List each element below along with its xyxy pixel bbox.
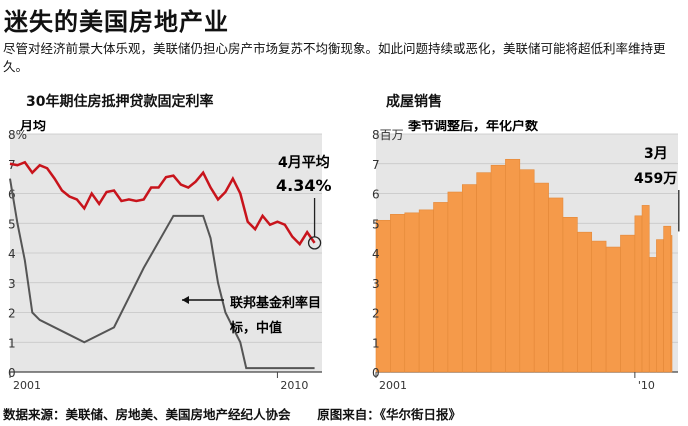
fed-arrow-head [182, 296, 189, 304]
home-sales-bar [404, 212, 420, 373]
right-chart-title: 成屋销售 [386, 94, 442, 110]
home-sales-bar [591, 240, 607, 373]
right-y-ticks: 8百万76543210 [372, 128, 404, 380]
home-sales-bar [447, 191, 463, 373]
left-y-tick-label: 3 [8, 277, 16, 291]
left-y-tick-label: 4 [8, 247, 16, 261]
left-x-tick-label: 2010 [280, 379, 308, 392]
home-sales-bar [490, 164, 506, 373]
mortgage-callout-value: 4.34% [276, 176, 332, 195]
fed-label-line2: 标，中值 [229, 320, 282, 336]
home-sales-bar [418, 209, 434, 373]
home-sales-chart: 8百万76543210 季节调整后，年化户数 3月 459万 2001'10 [372, 120, 680, 392]
home-sales-bar [656, 239, 664, 373]
home-sales-bar [634, 215, 643, 373]
sales-callout-value: 459万 [634, 171, 677, 187]
left-x-ticks: 2001 2010 [9, 372, 308, 392]
footer: 数据来源：美联储、房地美、美国房地产经纪人协会 原图来自：《华尔街日报》 [3, 404, 461, 423]
left-gridlines [10, 133, 322, 373]
home-sales-bar [577, 231, 593, 373]
right-y-tick-label: 4 [372, 247, 380, 261]
home-sales-bars [375, 158, 673, 373]
fed-funds-line [9, 178, 315, 370]
home-sales-bar [533, 182, 549, 373]
home-sales-bar [670, 235, 673, 373]
left-x-tick-label: 2001 [13, 379, 41, 392]
home-sales-bar [548, 197, 564, 373]
home-sales-bar [433, 202, 449, 373]
home-sales-bar [519, 169, 535, 373]
left-y-tick-label: 1 [8, 336, 16, 350]
right-y-tick-label: 7 [372, 158, 380, 172]
left-unit-label: 月均 [19, 120, 46, 134]
data-source: 数据来源：美联储、房地美、美国房地产经纪人协会 [3, 407, 291, 422]
right-x-tick-label: '10 [638, 379, 655, 392]
home-sales-bar [648, 257, 657, 373]
fed-label-line1: 联邦基金利率目 [230, 295, 321, 311]
right-subtitle: 季节调整后，年化户数 [407, 120, 539, 134]
left-y-tick-label: 8% [8, 128, 27, 142]
mortgage-rate-line [9, 160, 316, 247]
page-title: 迷失的美国房地产业 [4, 8, 229, 36]
right-y-tick-label: 1 [372, 336, 380, 350]
home-sales-bar [605, 246, 621, 373]
left-y-tick-label: 0 [8, 366, 16, 380]
home-sales-bar [663, 225, 672, 373]
image-source: 原图来自：《华尔街日报》 [317, 407, 461, 422]
right-y-tick-label: 3 [372, 277, 380, 291]
right-x-ticks: 2001 '10 [375, 372, 655, 392]
home-sales-bar [390, 214, 406, 373]
mortgage-callout-label: 4月平均 [278, 154, 330, 171]
mortgage-end-marker [307, 236, 322, 250]
home-sales-bar [620, 234, 636, 373]
left-y-tick-label: 5 [8, 217, 16, 231]
home-sales-bar [641, 205, 650, 373]
left-y-tick-label: 2 [8, 307, 16, 321]
home-sales-bar [461, 184, 477, 373]
right-y-tick-label: 8百万 [372, 128, 404, 142]
right-y-tick-label: 5 [372, 217, 380, 231]
sales-callout-label: 3月 [644, 146, 668, 162]
home-sales-bar [505, 158, 521, 373]
page-subtitle: 尽管对经济前景大体乐观，美联储仍担心房产市场复苏不均衡现象。如此问题持续或恶化，… [3, 41, 666, 74]
home-sales-bar [476, 172, 492, 373]
right-y-tick-label: 2 [372, 307, 380, 321]
left-chart-title: 30年期住房抵押贷款固定利率 [26, 94, 214, 110]
right-x-tick-label: 2001 [379, 379, 407, 392]
right-y-tick-label: 6 [372, 188, 380, 202]
home-sales-bar [562, 217, 578, 373]
